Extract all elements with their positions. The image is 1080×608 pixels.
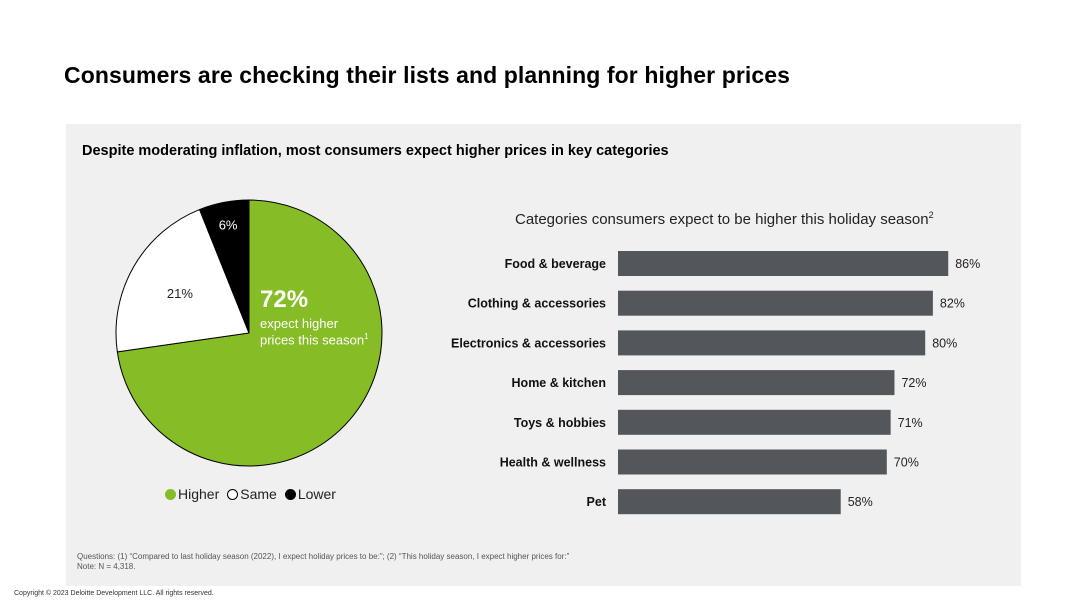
pie-label-same: 21% [167,286,193,301]
legend-label-same: Same [240,486,277,502]
pie-callout-text: expect higher prices this season1 [260,315,370,348]
bar-value-food-beverage: 86% [955,257,980,271]
footnote-note: Note: N = 4,318. [77,562,136,571]
pie-slice-higher [116,199,383,467]
legend-label-lower: Lower [297,486,336,502]
bar-electronics-accessories [618,330,926,356]
bar-pet [618,489,841,515]
legend-swatch-higher [165,488,176,500]
bar-chart-title: Categories consumers expect to be higher… [515,210,934,228]
page-title: Consumers are checking their lists and p… [64,62,791,88]
pie-chart-svg: 21% 6% [115,199,383,467]
bar-category-home-kitchen: Home & kitchen [512,376,606,390]
pie-callout: 72% expect higher prices this season1 [260,286,370,348]
bar-home-kitchen [618,370,895,396]
bar-category-electronics-accessories: Electronics & accessories [451,336,606,350]
bar-value-electronics-accessories: 80% [932,336,957,350]
pie-legend: Higher Same Lower [165,486,336,502]
pie-callout-footnote-marker: 1 [364,331,369,341]
bar-clothing-accessories [618,290,933,316]
legend-item-lower: Lower [284,486,336,502]
bar-food-beverage [618,251,949,276]
bar-value-clothing-accessories: 82% [940,297,965,311]
bar-category-clothing-accessories: Clothing & accessories [468,297,606,311]
bar-chart-title-text: Categories consumers expect to be higher… [515,211,929,228]
legend-swatch-same [227,488,239,500]
footnotes: Questions: (1) “Compared to last holiday… [77,552,569,572]
bar-category-toys-hobbies: Toys & hobbies [514,416,606,430]
bar-value-pet: 58% [848,495,873,509]
bar-chart-title-footnote-marker: 2 [928,210,934,220]
bar-category-food-beverage: Food & beverage [505,257,606,271]
legend-item-same: Same [227,486,277,502]
bar-toys-hobbies [618,409,891,435]
pie-chart: 21% 6% 72% expect higher prices this seas… [114,198,384,468]
legend-label-higher: Higher [178,486,220,502]
legend-swatch-lower [284,488,296,500]
footnote-questions: Questions: (1) “Compared to last holiday… [77,552,570,561]
chart-panel: Despite moderating inflation, most consu… [66,124,1021,586]
bar-value-health-wellness: 70% [894,456,919,470]
bar-category-health-wellness: Health & wellness [500,456,606,470]
pie-callout-value: 72% [260,286,309,313]
bar-chart-svg: Food & beverage 86% Clothing & accessories… [451,251,980,515]
bar-value-home-kitchen: 72% [901,376,926,390]
pie-callout-text-body: expect higher prices this season [260,315,365,347]
pie-slice-lower [198,199,250,334]
bar-health-wellness [618,449,887,475]
pie-label-lower: 6% [219,218,238,233]
bar-value-toys-hobbies: 71% [898,416,923,430]
bar-category-pet: Pet [587,495,607,509]
legend-item-higher: Higher [165,486,219,502]
copyright-text: Copyright © 2023 Deloitte Development LL… [14,590,214,597]
panel-subtitle: Despite moderating inflation, most consu… [82,143,669,159]
bar-chart: Food & beverage 86% Clothing & accessories… [66,124,1021,586]
pie-slice-same [115,208,250,353]
